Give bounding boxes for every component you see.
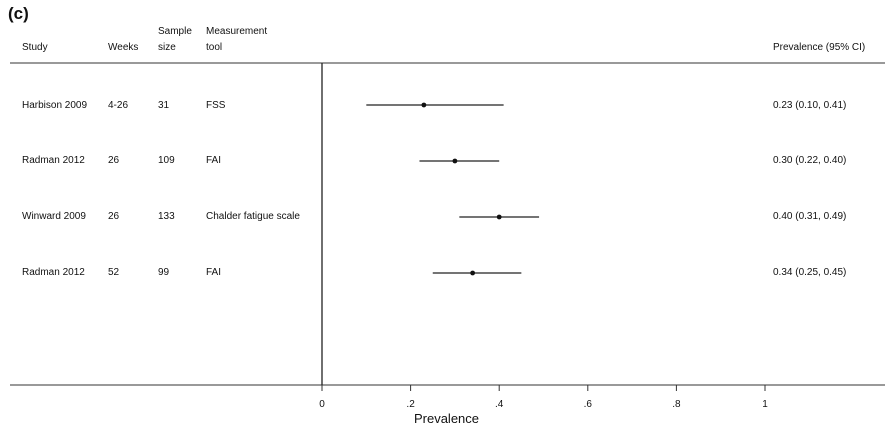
row-tool: FSS xyxy=(206,100,226,111)
header-ci: Prevalence (95% CI) xyxy=(773,42,866,53)
row-study: Winward 2009 xyxy=(22,211,86,222)
row-study: Radman 2012 xyxy=(22,155,85,166)
x-tick-label: .6 xyxy=(584,399,593,410)
x-tick-label: .8 xyxy=(672,399,681,410)
x-tick-label: 0 xyxy=(319,399,325,410)
row-study: Radman 2012 xyxy=(22,267,85,278)
point-estimate xyxy=(470,270,476,276)
header-sample-top: Sample xyxy=(158,26,192,37)
point-estimate xyxy=(421,102,427,108)
row-ci-text: 0.40 (0.31, 0.49) xyxy=(773,211,847,222)
row-ci-text: 0.23 (0.10, 0.41) xyxy=(773,100,847,111)
header-weeks: Weeks xyxy=(108,42,139,53)
row-ci-text: 0.30 (0.22, 0.40) xyxy=(773,155,847,166)
x-tick-label: .2 xyxy=(406,399,415,410)
row-sample-size: 133 xyxy=(158,211,175,222)
header-study: Study xyxy=(22,42,48,53)
x-tick-label: .4 xyxy=(495,399,504,410)
row-sample-size: 99 xyxy=(158,267,170,278)
header-tool-bottom: tool xyxy=(206,42,223,53)
row-weeks: 26 xyxy=(108,211,120,222)
row-tool: FAI xyxy=(206,155,222,166)
x-tick-label: 1 xyxy=(762,399,768,410)
header-sample-bottom: size xyxy=(158,42,176,53)
row-tool: FAI xyxy=(206,267,222,278)
point-estimate xyxy=(496,214,502,220)
header-tool-top: Measurement xyxy=(206,26,268,37)
row-weeks: 52 xyxy=(108,267,120,278)
row-sample-size: 31 xyxy=(158,100,170,111)
panel-label: (c) xyxy=(8,4,29,23)
row-weeks: 4-26 xyxy=(108,100,129,111)
row-weeks: 26 xyxy=(108,155,120,166)
row-study: Harbison 2009 xyxy=(22,100,88,111)
row-tool: Chalder fatigue scale xyxy=(206,211,300,222)
row-sample-size: 109 xyxy=(158,155,175,166)
x-axis-label: Prevalence xyxy=(413,411,480,426)
row-ci-text: 0.34 (0.25, 0.45) xyxy=(773,267,847,278)
point-estimate xyxy=(452,158,458,164)
